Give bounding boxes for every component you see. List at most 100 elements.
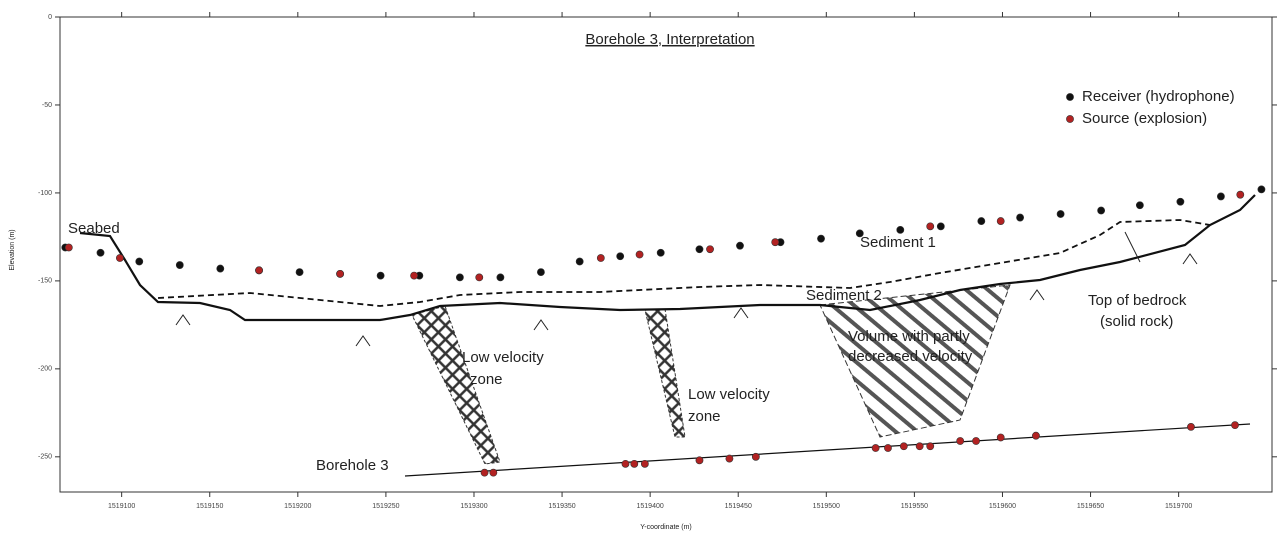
legend-marker (1066, 115, 1074, 123)
plot-frame (59, 16, 1273, 493)
point (956, 437, 965, 445)
point (926, 442, 935, 451)
point (596, 254, 605, 262)
chart-title: Borehole 3, Interpretation (585, 31, 754, 48)
point (455, 273, 464, 282)
x-tick-label: 1519350 (548, 503, 575, 510)
legend-label: Source (explosion) (1082, 110, 1207, 127)
point (630, 459, 639, 468)
low-velocity-zone (411, 305, 501, 465)
y-tick-label: 0 (48, 14, 52, 21)
annotation: Sediment 2 (806, 287, 882, 304)
point (695, 245, 704, 254)
point (115, 254, 124, 262)
point (96, 248, 105, 257)
point (255, 266, 263, 275)
point (1217, 192, 1225, 201)
y-tick-label: -100 (38, 190, 52, 197)
x-tick-label: 1519650 (1077, 503, 1104, 510)
point (1236, 190, 1245, 199)
annotation: decreased velocity (848, 348, 973, 365)
point (915, 442, 924, 451)
point (855, 229, 864, 238)
point (475, 273, 484, 282)
point (1231, 421, 1239, 430)
y-tick-label: -250 (38, 454, 52, 461)
y-tick-label: -150 (38, 278, 52, 285)
point (1097, 206, 1106, 215)
point (896, 225, 905, 234)
decreased-velocity-volume (819, 284, 1011, 438)
low-velocity-zone (644, 308, 686, 438)
point (635, 250, 644, 259)
point (706, 245, 714, 254)
annotation: Seabed (68, 220, 120, 237)
x-tick-label: 1519100 (108, 503, 135, 510)
sediment-boundary (157, 219, 1211, 307)
point (695, 456, 704, 465)
point (1032, 431, 1040, 440)
geology (79, 194, 1256, 477)
point (926, 222, 935, 231)
bedrock-line (79, 194, 1256, 322)
bedrock-symbols (175, 253, 1198, 347)
point (537, 268, 545, 276)
annotation: Sediment 1 (860, 234, 936, 251)
point (936, 222, 945, 231)
point (621, 459, 630, 468)
point (996, 217, 1005, 225)
x-tick-label: 1519150 (196, 503, 223, 510)
point (496, 273, 505, 282)
borehole-line (404, 423, 1251, 477)
annotation: Low velocity (462, 349, 544, 366)
point (725, 454, 734, 463)
point (1016, 213, 1024, 222)
point (616, 252, 625, 261)
x-tick-label: 1519500 (813, 503, 840, 510)
legend-marker (1066, 93, 1074, 101)
point (871, 444, 880, 452)
x-tick-label: 1519300 (460, 503, 487, 510)
point (656, 248, 665, 257)
pointer (1124, 231, 1141, 263)
legend-label: Receiver (hydrophone) (1082, 88, 1235, 105)
x-tick-label: 1519400 (637, 503, 664, 510)
point (295, 268, 304, 276)
point (175, 261, 184, 269)
point (899, 442, 908, 451)
point (1056, 210, 1065, 218)
annotation: Borehole 3 (316, 457, 389, 474)
y-tick-label: -50 (42, 102, 52, 109)
point (736, 241, 744, 250)
annotation: (solid rock) (1100, 313, 1173, 330)
y-axis-title: Elevation (m) (9, 229, 16, 270)
annotation: Low velocity (688, 386, 770, 403)
point (489, 468, 498, 477)
point (575, 257, 584, 266)
annotation: Top of bedrock (1088, 292, 1187, 309)
x-tick-label: 1519450 (725, 503, 752, 510)
point (64, 243, 73, 252)
x-tick-label: 1519200 (284, 503, 311, 510)
point (1187, 423, 1195, 431)
point (336, 269, 344, 278)
point (410, 271, 418, 280)
point (1176, 197, 1185, 206)
x-tick-label: 1519250 (372, 503, 399, 510)
point (751, 452, 760, 461)
annotation: Volume with partly (848, 328, 970, 345)
point (135, 257, 144, 266)
point (996, 433, 1005, 442)
point (480, 468, 489, 477)
point (1257, 185, 1266, 194)
x-axis-title: Y-coordinate (m) (640, 524, 692, 531)
annotation: zone (688, 408, 721, 425)
y-tick-label: -200 (38, 366, 52, 373)
point (817, 234, 825, 243)
point (771, 238, 780, 247)
point (977, 217, 986, 225)
x-tick-label: 1519550 (901, 503, 928, 510)
point (376, 271, 385, 280)
point (884, 444, 892, 452)
